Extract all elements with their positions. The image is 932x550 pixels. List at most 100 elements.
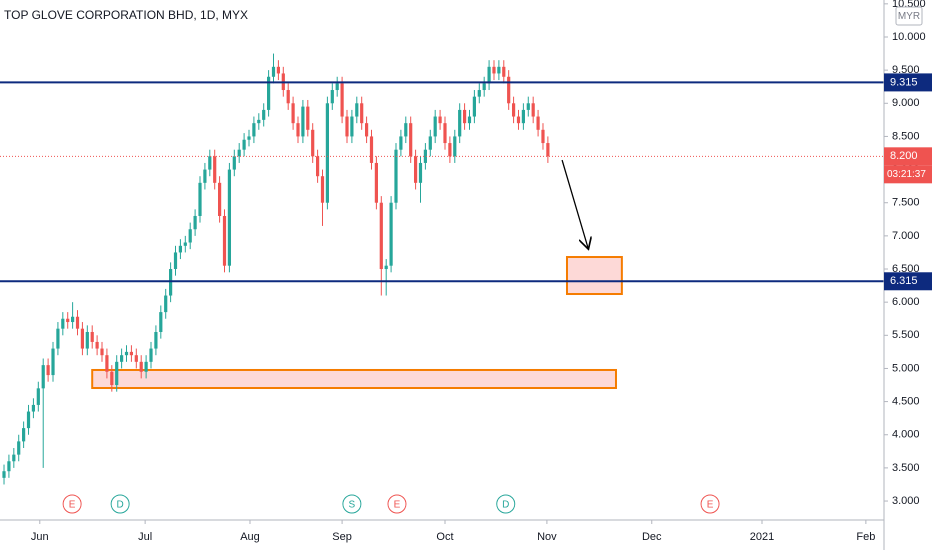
level-box: [884, 272, 932, 291]
x-tick-label: Jun: [31, 531, 49, 543]
candle-body: [115, 361, 119, 386]
event-marker: [342, 494, 362, 514]
candle-body: [492, 66, 496, 74]
candle-body: [472, 96, 476, 117]
x-tick-label: Feb: [856, 531, 875, 543]
candle-body: [134, 355, 138, 362]
candle-body: [428, 136, 432, 150]
candle-body: [31, 404, 36, 412]
y-tick-label: 7.500: [892, 197, 920, 209]
event-label: E: [394, 500, 401, 511]
candle-body: [399, 136, 403, 150]
candle-body: [154, 331, 158, 349]
candle-body: [384, 265, 388, 270]
chart-title: TOP GLOVE CORPORATION BHD, 1D, MYX: [4, 8, 248, 22]
candle-body: [267, 76, 271, 110]
candle-body: [325, 103, 329, 203]
candle-body: [71, 316, 75, 323]
y-tick-label: 6.500: [892, 263, 920, 275]
candle-body: [389, 202, 393, 266]
event-label: E: [69, 500, 76, 511]
candle-body: [95, 341, 99, 349]
x-tick-label: Oct: [436, 531, 453, 543]
candle-body: [139, 361, 143, 372]
y-tick-label: 6.000: [892, 296, 920, 308]
candle-body: [61, 318, 65, 329]
candle-body: [315, 156, 320, 177]
candle-body: [536, 116, 540, 130]
candle-body: [193, 215, 197, 230]
candle-body: [213, 156, 217, 183]
event-marker: [387, 494, 407, 514]
currency[interactable]: MYR: [898, 11, 920, 22]
event-label: S: [349, 500, 356, 511]
candle-body: [345, 116, 349, 137]
candle-body: [271, 66, 276, 77]
candle-body: [546, 143, 550, 157]
candle-body: [75, 316, 80, 329]
axes: 3.000 3.500 4.000 4.500 5.000 5.500 6.000 6.500…: [31, 0, 932, 543]
candle-body: [286, 90, 290, 104]
candle-body: [100, 348, 104, 356]
candle-body: [433, 116, 437, 137]
candle-body: [56, 328, 60, 349]
event-marker: [110, 494, 130, 514]
candle-body: [247, 136, 251, 140]
candle-body: [423, 149, 427, 163]
y-tick-label: 4.500: [892, 396, 920, 408]
candle-body: [227, 169, 232, 266]
candle-body: [458, 109, 462, 137]
candle-body: [188, 229, 192, 243]
last-price-box: [884, 147, 932, 166]
candle-body: [360, 103, 364, 124]
currency-box[interactable]: [895, 6, 923, 26]
countdown: 03:21:37: [887, 169, 926, 180]
candle-body: [7, 461, 11, 472]
x-tick-label: Dec: [642, 531, 662, 543]
candle-body: [531, 103, 535, 117]
candle-body: [80, 328, 85, 349]
level-box: [884, 73, 932, 92]
x-tick-label: Jul: [138, 531, 152, 543]
candle-body: [355, 103, 359, 117]
candle-body: [159, 312, 163, 332]
candle-body: [12, 454, 16, 462]
y-tick-label: 5.500: [892, 329, 920, 341]
candle-body: [394, 149, 398, 203]
x-tick-label: Nov: [537, 531, 557, 543]
zone: [565, 256, 623, 296]
candle-body: [276, 66, 280, 74]
candle-body: [237, 149, 241, 157]
x-tick-label: Sep: [332, 531, 352, 543]
candle-body: [36, 388, 40, 405]
candle-body: [46, 365, 50, 376]
candle-body: [252, 123, 256, 137]
zone: [91, 368, 617, 390]
level-label: 9.315: [890, 76, 918, 88]
candle-body: [482, 83, 486, 91]
candle-body: [516, 116, 521, 124]
candle-body: [364, 123, 369, 137]
candle-body: [105, 355, 109, 372]
candle-body: [487, 66, 491, 84]
candle-body: [330, 90, 334, 104]
y-tick-label: 9.000: [892, 97, 920, 109]
candle-body: [183, 242, 187, 246]
candle-body: [90, 331, 94, 342]
event-marker: [62, 494, 82, 514]
candle-body: [2, 471, 6, 478]
candle-body: [242, 139, 246, 150]
candle-body: [149, 348, 153, 362]
y-tick-label: 8.500: [892, 130, 920, 142]
candle-body: [198, 182, 202, 216]
candle-body: [526, 103, 530, 110]
candle-body: [41, 365, 45, 389]
candle-body: [164, 295, 168, 313]
candle-body: [350, 116, 354, 137]
candle-body: [477, 90, 481, 97]
candle-body: [17, 441, 21, 455]
candle-body: [418, 162, 423, 183]
candle-body: [340, 83, 344, 117]
candle-body: [497, 66, 501, 74]
